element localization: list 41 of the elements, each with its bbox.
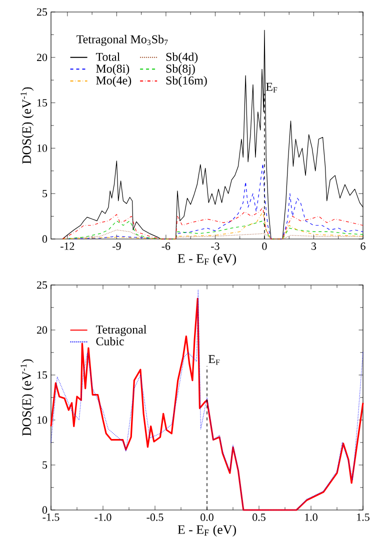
y-tick-label: 20 <box>37 326 48 334</box>
x-tick-label: 0.5 <box>252 514 266 521</box>
legend-label: Sb(8j) <box>166 64 195 76</box>
x-tick-label: -12 <box>60 242 74 250</box>
y-tick-label: 10 <box>37 144 48 152</box>
x-tick-label: 0.0 <box>200 514 214 521</box>
x-axis-title: E - E$_{F}$ (eV) <box>178 524 236 537</box>
y-axis-title: DOS(E) (eV$^{-1}$) <box>20 359 34 436</box>
y-tick-label: 0 <box>42 506 48 514</box>
legend-label: Mo(8i) <box>96 64 130 76</box>
ref-line-label: E$_{F}$ <box>266 82 278 93</box>
x-tick-label: 1.0 <box>305 514 318 521</box>
y-tick-label: 25 <box>37 8 48 16</box>
x-tick-label: -0.5 <box>146 514 164 521</box>
x-tick-label: -1.0 <box>94 514 112 521</box>
x-tick-label: 6 <box>360 242 366 250</box>
x-tick-label: -3 <box>211 242 220 250</box>
y-tick-label: 15 <box>37 371 48 379</box>
legend-title: Tetragonal Mo$_{3}$Sb$_{7}$ <box>76 34 168 46</box>
legend-label: Sb(16m) <box>166 76 207 87</box>
legend-label: Total <box>96 52 120 61</box>
x-tick-label: -6 <box>162 242 170 250</box>
x-tick-label: 3 <box>312 242 316 250</box>
y-tick-label: 15 <box>37 99 48 106</box>
x-tick-label: -9 <box>112 242 121 250</box>
x-tick-label: 0 <box>262 242 267 250</box>
x-axis-title: E - E$_{F}$ (eV) <box>178 254 236 266</box>
y-axis-title: DOS(E) (eV$^{-1}$) <box>20 87 34 164</box>
y-tick-label: 5 <box>42 190 48 198</box>
y-tick-label: 0 <box>42 235 48 243</box>
legend-label: Sb(4d) <box>166 52 198 64</box>
legend-label: Mo(4e) <box>96 76 132 87</box>
y-tick-label: 5 <box>42 461 48 469</box>
x-tick-label: 1.5 <box>357 514 370 521</box>
ref-line-label: E$_{F}$ <box>208 355 220 365</box>
legend-label: Tetragonal <box>96 325 146 336</box>
x-tick-label: -1.5 <box>42 514 60 521</box>
y-tick-label: 25 <box>37 281 48 289</box>
y-tick-label: 10 <box>37 416 48 424</box>
legend-label: Cubic <box>96 336 124 346</box>
y-tick-label: 20 <box>37 54 48 62</box>
